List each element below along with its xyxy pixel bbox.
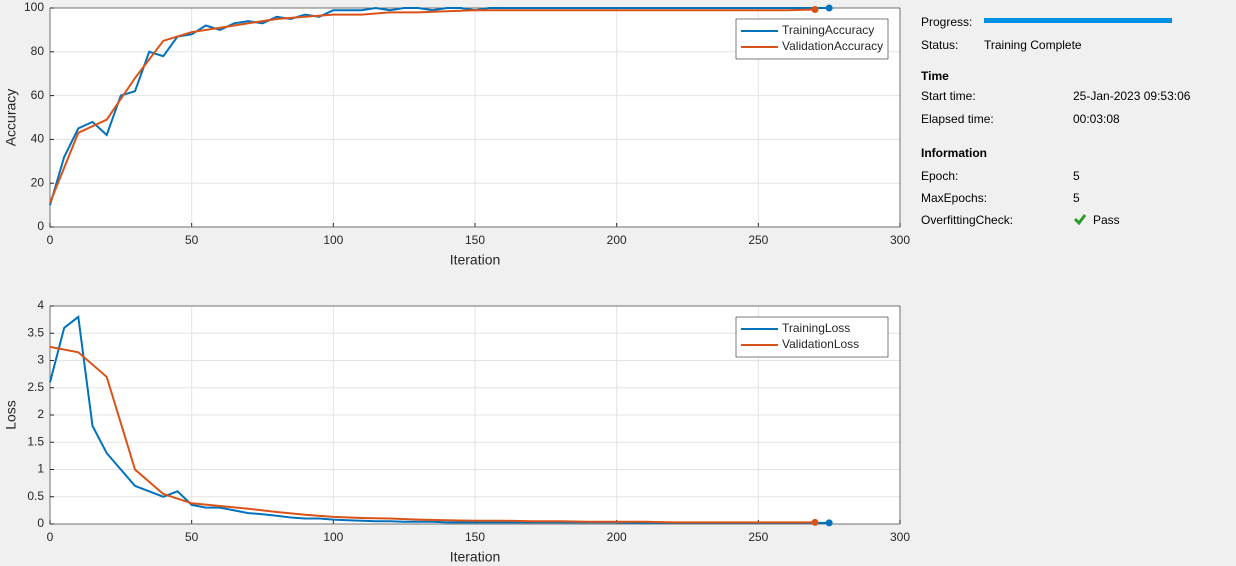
value: Pass <box>1093 213 1120 227</box>
end-marker <box>825 519 833 527</box>
end-marker <box>811 6 819 14</box>
legend-label: TrainingLoss <box>782 321 850 335</box>
y-tick-label: 60 <box>31 88 45 102</box>
x-tick-label: 300 <box>890 530 910 544</box>
legend-label: ValidationAccuracy <box>782 39 883 53</box>
y-axis-label: Accuracy <box>3 89 19 147</box>
x-tick-label: 150 <box>465 233 485 247</box>
x-tick-label: 0 <box>47 530 54 544</box>
x-tick-label: 250 <box>748 233 768 247</box>
heading: Time <box>921 69 949 83</box>
value: 25-Jan-2023 09:53:06 <box>1073 89 1191 103</box>
x-axis-label: Iteration <box>450 252 501 268</box>
legend-label: ValidationLoss <box>782 337 859 351</box>
x-tick-label: 300 <box>890 233 910 247</box>
line <box>49 345 815 524</box>
charts: 0 50 100 150 200 250 300020406080100IterationA… <box>3 0 910 565</box>
x-tick-label: 50 <box>185 530 199 544</box>
label: Start time: <box>921 89 976 103</box>
legend-box <box>735 316 889 358</box>
y-tick-label: 20 <box>31 175 45 189</box>
y-tick-label: 3.5 <box>27 325 44 339</box>
x-axis-label: Iteration <box>450 549 501 565</box>
label: Progress: <box>921 15 973 29</box>
label: Elapsed time: <box>921 112 994 126</box>
y-tick-label: 0.5 <box>27 489 44 503</box>
label: OverfittingCheck: <box>921 213 1014 227</box>
y-axis-label: Loss <box>3 400 19 430</box>
end-marker <box>825 4 833 12</box>
value: 5 <box>1073 191 1080 205</box>
value: 5 <box>1073 169 1080 183</box>
x-tick-label: 150 <box>465 530 485 544</box>
label: MaxEpochs: <box>921 191 988 205</box>
y-tick-label: 0 <box>37 516 44 530</box>
x-tick-label: 200 <box>607 530 627 544</box>
y-tick-label: 0 <box>37 219 44 233</box>
value: 00:03:08 <box>1073 112 1120 126</box>
y-tick-label: 1.5 <box>27 434 44 448</box>
y-tick-label: 40 <box>31 132 45 146</box>
axes-frame <box>49 7 901 228</box>
y-tick-label: 80 <box>31 44 45 58</box>
label: Epoch: <box>921 169 959 183</box>
value: Training Complete <box>984 38 1082 52</box>
legend-box <box>735 18 889 60</box>
end-marker <box>811 518 819 526</box>
x-tick-label: 100 <box>323 530 343 544</box>
y-tick-label: 2 <box>37 407 44 421</box>
check-icon <box>1073 214 1087 226</box>
progress-bar <box>984 18 1172 23</box>
x-tick-label: 250 <box>748 530 768 544</box>
x-tick-label: 100 <box>323 233 343 247</box>
legend-label: TrainingAccuracy <box>782 23 874 37</box>
y-tick-label: 1 <box>37 462 44 476</box>
label: Status: <box>921 38 959 52</box>
x-tick-label: 50 <box>185 233 199 247</box>
axes-frame <box>49 305 901 525</box>
heading: Information <box>921 146 987 160</box>
y-tick-label: 4 <box>37 298 44 312</box>
y-tick-label: 3 <box>37 353 44 367</box>
x-tick-label: 200 <box>607 233 627 247</box>
y-tick-label: 2.5 <box>27 380 44 394</box>
y-tick-label: 100 <box>24 0 44 14</box>
line <box>49 8 816 204</box>
x-tick-label: 0 <box>47 233 54 247</box>
